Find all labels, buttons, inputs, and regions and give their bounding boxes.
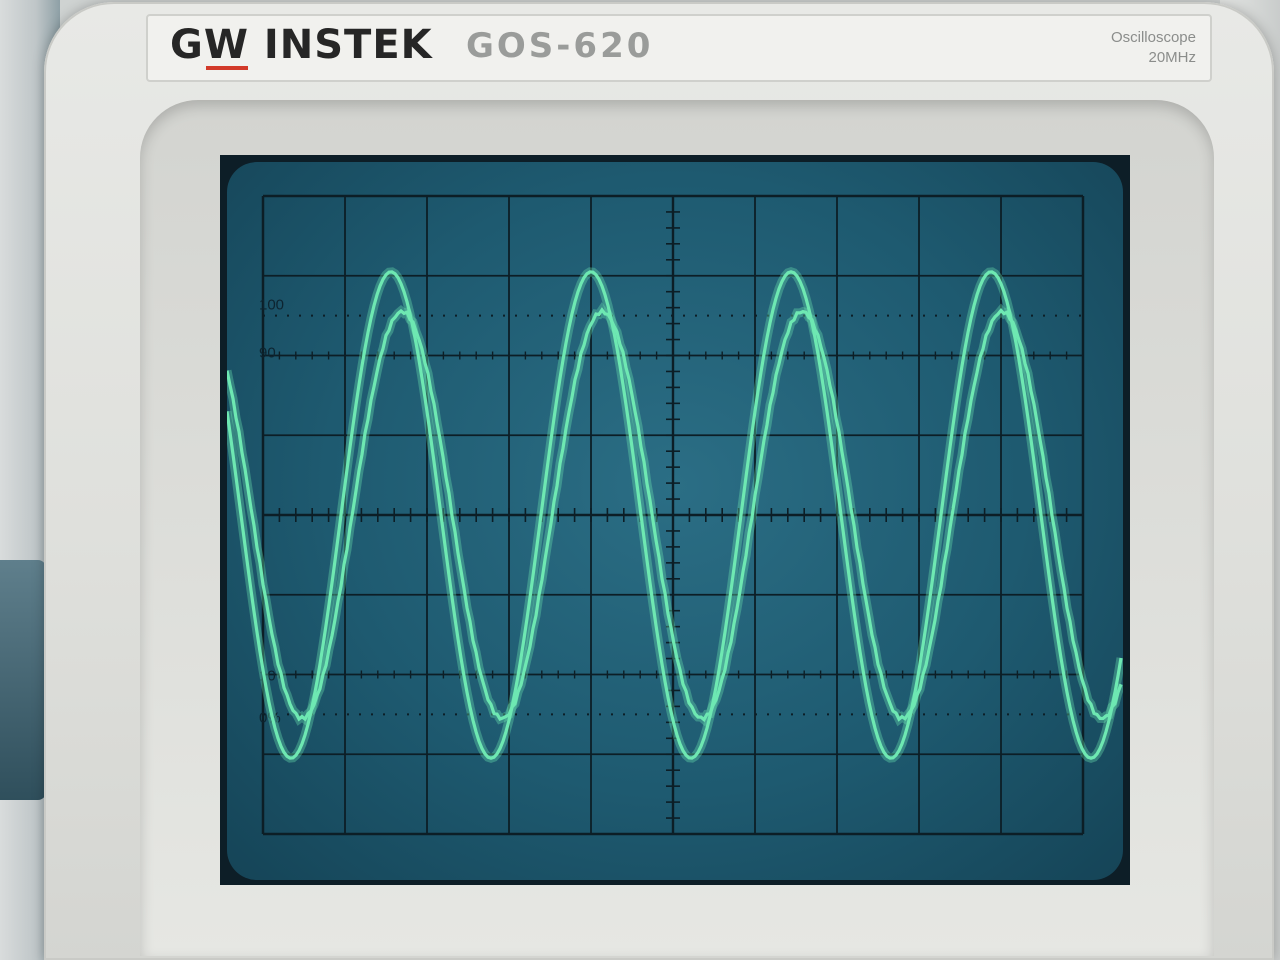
bandwidth: 20MHz (1148, 49, 1196, 66)
sine-trace (227, 270, 1123, 760)
marker-label-0-percent: 0% (259, 709, 281, 726)
model-name: GOS-620 (466, 26, 654, 66)
background-equipment (0, 560, 46, 800)
sine-trace (227, 307, 1123, 723)
graticule-ticks (262, 195, 1084, 835)
spec-text: Oscilloscope 20MHz (1111, 28, 1196, 68)
waveform-traces (227, 267, 1123, 763)
crt-display: 100 90 10 0% (227, 194, 1123, 836)
label-plate: GW INSTEK GOS-620 Oscilloscope 20MHz (146, 14, 1212, 82)
crt-screen: 100 90 10 0% (227, 162, 1123, 880)
brand-logo: GW INSTEK (170, 22, 433, 68)
brand-accent-bar (206, 66, 248, 70)
marker-label-100: 100 (259, 297, 284, 314)
device-type: Oscilloscope (1110, 29, 1196, 46)
marker-label-90: 90 (259, 345, 276, 362)
